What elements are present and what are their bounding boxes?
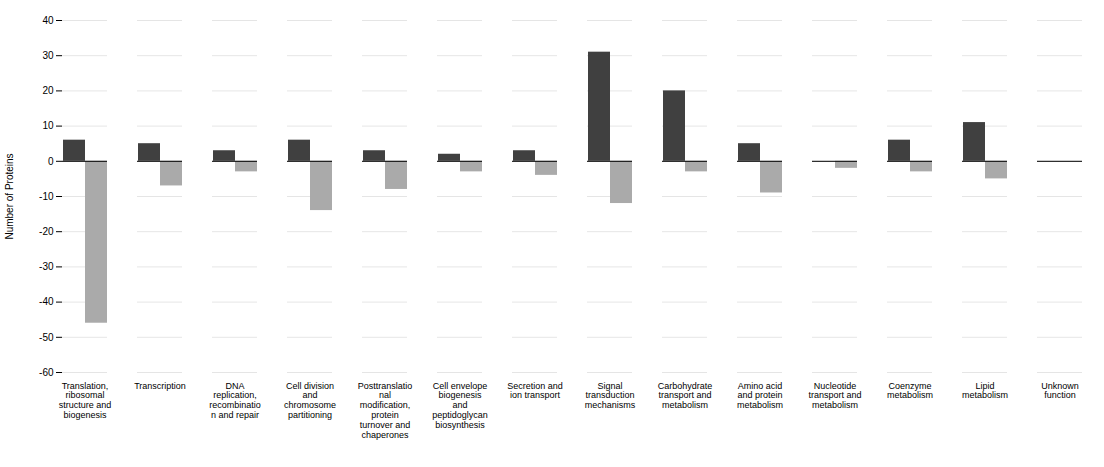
svg-text:Number of Proteins: Number of Proteins: [4, 153, 15, 239]
svg-text:Coenzymemetabolism: Coenzymemetabolism: [887, 381, 933, 401]
svg-text:Translation,ribosomalstructure: Translation,ribosomalstructure andbiogen…: [59, 381, 112, 421]
svg-text:-40: -40: [39, 296, 54, 307]
svg-text:Amino acidand proteinmetabolis: Amino acidand proteinmetabolism: [737, 381, 783, 411]
svg-text:40: 40: [42, 15, 54, 26]
svg-text:10: 10: [42, 120, 54, 131]
svg-text:Secretion andion transport: Secretion andion transport: [507, 381, 563, 401]
svg-text:Lipidmetabolism: Lipidmetabolism: [962, 381, 1008, 401]
svg-text:20: 20: [42, 85, 54, 96]
svg-text:Carbohydratetransport andmetab: Carbohydratetransport andmetabolism: [658, 381, 713, 411]
svg-text:-60: -60: [39, 367, 54, 378]
svg-text:Nucleotidetransport andmetabol: Nucleotidetransport andmetabolism: [808, 381, 861, 411]
svg-text:Cell envelopebiogenesisandpept: Cell envelopebiogenesisandpeptidoglycanb…: [432, 381, 488, 431]
svg-text:Posttranslationalmodification,: Posttranslationalmodification,proteintur…: [358, 381, 413, 441]
svg-text:DNAreplication,recombination a: DNAreplication,recombination and repair: [209, 381, 261, 421]
svg-text:-50: -50: [39, 332, 54, 343]
svg-text:Transcription: Transcription: [134, 381, 186, 391]
svg-text:-30: -30: [39, 261, 54, 272]
svg-text:-20: -20: [39, 226, 54, 237]
svg-text:30: 30: [42, 50, 54, 61]
svg-text:0: 0: [48, 156, 54, 167]
svg-text:-10: -10: [39, 191, 54, 202]
svg-text:Unknownfunction: Unknownfunction: [1041, 381, 1079, 401]
svg-text:Signaltransductionmechanisms: Signaltransductionmechanisms: [585, 381, 636, 411]
svg-text:Cell divisionandchromosomepart: Cell divisionandchromosomepartitioning: [284, 381, 336, 421]
